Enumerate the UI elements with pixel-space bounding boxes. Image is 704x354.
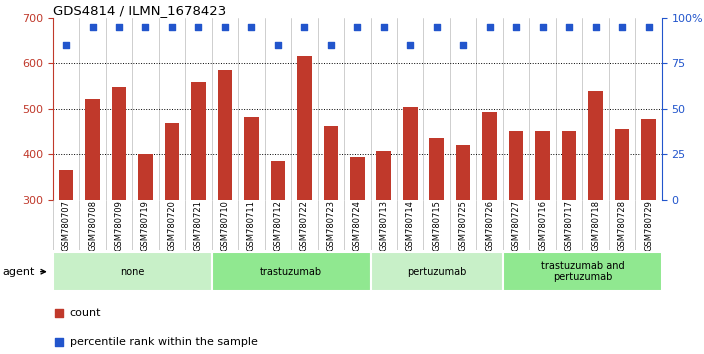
Text: GSM780714: GSM780714 [406,200,415,251]
Bar [403,107,417,337]
Point [298,24,310,30]
Text: count: count [70,308,101,318]
Text: trastuzumab: trastuzumab [260,267,322,277]
Point [219,24,230,30]
Text: pertuzumab: pertuzumab [407,267,466,277]
Bar [270,161,285,337]
Text: none: none [120,267,144,277]
Text: GSM780707: GSM780707 [61,200,70,251]
Point [113,24,125,30]
Bar [85,99,100,337]
Bar [562,131,577,337]
Point [431,24,442,30]
Text: GSM780723: GSM780723 [326,200,335,251]
Text: GSM780729: GSM780729 [644,200,653,251]
Text: GSM780720: GSM780720 [168,200,177,251]
Text: GSM780709: GSM780709 [115,200,123,251]
Point [325,42,337,48]
Text: GSM780719: GSM780719 [141,200,150,251]
Point [617,24,628,30]
Text: GDS4814 / ILMN_1678423: GDS4814 / ILMN_1678423 [53,4,226,17]
Text: GSM780721: GSM780721 [194,200,203,251]
Text: GSM780712: GSM780712 [273,200,282,251]
Point [405,42,416,48]
Bar [212,252,370,291]
Point [193,24,204,30]
Text: GSM780711: GSM780711 [247,200,256,251]
Bar [324,126,338,337]
Bar [509,131,523,337]
Bar [535,131,550,337]
Bar [482,112,497,337]
Bar [589,91,603,337]
Bar [297,56,312,337]
Text: trastuzumab and
pertuzumab: trastuzumab and pertuzumab [541,261,624,282]
Text: GSM780715: GSM780715 [432,200,441,251]
Text: GSM780718: GSM780718 [591,200,600,251]
Point [563,24,574,30]
Bar [377,151,391,337]
Bar [53,252,212,291]
Point [378,24,389,30]
Bar [58,170,73,337]
Bar [615,129,629,337]
Point [537,24,548,30]
Bar [244,117,258,337]
Bar [218,70,232,337]
Text: percentile rank within the sample: percentile rank within the sample [70,337,258,347]
Bar [456,145,470,337]
Point [272,42,284,48]
Bar [370,252,503,291]
Bar [641,119,656,337]
Bar [138,154,153,337]
Bar [112,87,126,337]
Text: GSM780717: GSM780717 [565,200,574,251]
Text: GSM780713: GSM780713 [379,200,389,251]
Point [590,24,601,30]
Point [166,24,177,30]
Point [351,24,363,30]
Text: GSM780725: GSM780725 [459,200,467,251]
Bar [429,138,444,337]
Point [484,24,496,30]
Point [510,24,522,30]
Point [54,310,65,316]
Bar [350,157,365,337]
Point [458,42,469,48]
Point [140,24,151,30]
Bar [165,122,180,337]
Point [246,24,257,30]
Point [87,24,98,30]
Point [643,24,654,30]
Text: GSM780710: GSM780710 [220,200,230,251]
Text: GSM780727: GSM780727 [512,200,521,251]
Text: GSM780726: GSM780726 [485,200,494,251]
Text: GSM780728: GSM780728 [617,200,627,251]
Bar [503,252,662,291]
Point [61,42,72,48]
Text: GSM780724: GSM780724 [353,200,362,251]
Text: GSM780708: GSM780708 [88,200,97,251]
Text: GSM780722: GSM780722 [300,200,309,251]
Text: agent: agent [3,267,46,277]
Point [54,339,65,344]
Bar [191,82,206,337]
Text: GSM780716: GSM780716 [538,200,547,251]
